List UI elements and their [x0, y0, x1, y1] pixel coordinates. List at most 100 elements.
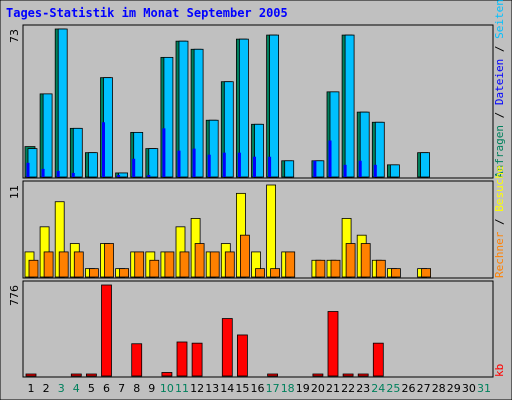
day-label: 10: [160, 382, 174, 395]
bar-kb: [191, 342, 203, 377]
panel-bottom: 776 kb: [8, 280, 506, 378]
bar-kb: [357, 373, 369, 377]
bar-rechner: [179, 251, 190, 278]
day-label: 7: [118, 382, 125, 395]
bar-rechner: [104, 243, 114, 278]
bar-rechner: [345, 243, 356, 278]
bar-seiten: [193, 48, 204, 178]
day-label: 14: [220, 382, 234, 395]
bar-dateien: [132, 158, 136, 177]
day-label: 2: [43, 382, 50, 395]
bar-dateien: [313, 160, 317, 177]
bar-dateien: [41, 168, 45, 177]
bar-rechner: [119, 268, 129, 278]
bar-kb: [221, 318, 233, 377]
bar-dateien: [328, 140, 332, 177]
bar-rechner: [360, 243, 371, 278]
day-label: 28: [432, 382, 446, 395]
legend-separator: /: [493, 105, 506, 125]
bar-dateien: [147, 174, 151, 177]
bar-seiten: [329, 91, 340, 178]
bar-seiten: [57, 28, 68, 178]
legend-anfragen: Anfragen: [493, 125, 506, 178]
legend-dateien: Dateien: [493, 59, 506, 105]
day-label: 20: [311, 382, 325, 395]
bar-dateien: [26, 162, 30, 177]
bar-dateien: [71, 172, 75, 177]
day-label: 15: [235, 382, 249, 395]
bar-seiten: [42, 93, 53, 178]
bar-rechner: [43, 251, 54, 278]
bar-kb: [342, 373, 354, 377]
bar-rechner: [209, 251, 220, 278]
panel-middle: 11 Rechner / Besuche: [8, 165, 506, 279]
bar-dateien: [343, 164, 347, 177]
legend-separator: /: [493, 39, 506, 59]
bar-rechner: [285, 251, 296, 278]
bar-dateien: [268, 156, 272, 177]
bar-rechner: [315, 259, 326, 278]
legend-seiten: Seiten: [493, 0, 506, 39]
panel-max-label: 73: [8, 29, 21, 43]
bar-kb: [372, 342, 384, 377]
bar-seiten: [374, 121, 385, 178]
day-label: 6: [103, 382, 110, 395]
bar-besuche: [266, 184, 277, 278]
panel-legend-label: Rechner / Besuche: [493, 165, 506, 278]
bar-seiten: [238, 38, 249, 178]
bar-dateien: [117, 174, 121, 177]
bar-rechner: [390, 268, 401, 278]
bar-rechner: [375, 259, 386, 278]
legend-rechner: Rechner: [493, 231, 506, 278]
bar-dateien: [102, 122, 105, 177]
bar-seiten: [344, 34, 355, 178]
bar-dateien: [237, 152, 241, 177]
bar-kb: [86, 373, 97, 377]
bar-seiten: [420, 152, 431, 178]
bar-seiten: [178, 40, 189, 178]
bar-dateien: [162, 128, 166, 177]
bar-kb: [176, 341, 188, 377]
bar-seiten: [88, 152, 98, 178]
panel-legend-label: kb: [493, 364, 506, 377]
bar-kb: [70, 373, 82, 377]
bar-seiten: [389, 164, 400, 178]
day-label: 12: [190, 382, 204, 395]
bar-seiten: [269, 34, 280, 178]
day-label: 27: [417, 382, 431, 395]
day-label: 23: [356, 382, 370, 395]
bar-kb: [131, 343, 143, 377]
bar-rechner: [28, 259, 39, 278]
day-label: 3: [58, 382, 65, 395]
day-label: 18: [281, 382, 295, 395]
bar-dateien: [207, 154, 211, 177]
bar-rechner: [194, 243, 205, 278]
day-label: 16: [251, 382, 265, 395]
bar-dateien: [192, 148, 196, 177]
bar-rechner: [421, 268, 432, 278]
day-label: 4: [73, 382, 80, 395]
chart-title: Tages-Statistik im Monat September 2005: [6, 6, 288, 20]
legend-separator: /: [493, 212, 506, 232]
day-label: 22: [341, 382, 355, 395]
bar-rechner: [239, 234, 250, 278]
bar-seiten: [72, 127, 83, 178]
bar-seiten: [133, 131, 144, 178]
day-label: 29: [447, 382, 461, 395]
bar-seiten: [359, 111, 370, 178]
day-label: 9: [148, 382, 155, 395]
bar-kb: [236, 334, 248, 377]
bar-dateien: [222, 152, 226, 177]
bar-rechner: [134, 251, 145, 278]
panel-max-label: 11: [8, 185, 21, 199]
legend-kb: kb: [493, 364, 506, 377]
bar-rechner: [255, 268, 265, 278]
bar-rechner: [330, 259, 341, 278]
day-label: 24: [371, 382, 385, 395]
day-label: 21: [326, 382, 340, 395]
day-axis-labels: 1 2 3 4 5 6 7 8 9 10 11 12 13 14 15 16 17 18 19 20 21 22 23 24 2…: [28, 382, 492, 395]
panel-legend-label: Anfragen / Dateien / Seiten: [493, 0, 506, 178]
day-label: 19: [296, 382, 310, 395]
bar-seiten: [284, 160, 295, 178]
bar-seiten: [163, 56, 174, 178]
